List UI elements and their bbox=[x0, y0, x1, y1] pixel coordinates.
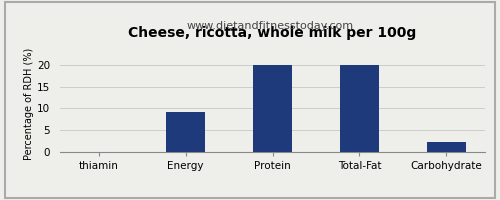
Bar bbox=[166, 112, 205, 152]
Bar bbox=[253, 65, 292, 152]
Y-axis label: Percentage of RDH (%): Percentage of RDH (%) bbox=[24, 48, 34, 160]
Bar bbox=[426, 142, 466, 152]
Text: www.dietandfitnesstoday.com: www.dietandfitnesstoday.com bbox=[186, 21, 354, 31]
Bar bbox=[340, 65, 379, 152]
Title: Cheese, ricotta, whole milk per 100g: Cheese, ricotta, whole milk per 100g bbox=[128, 26, 416, 40]
